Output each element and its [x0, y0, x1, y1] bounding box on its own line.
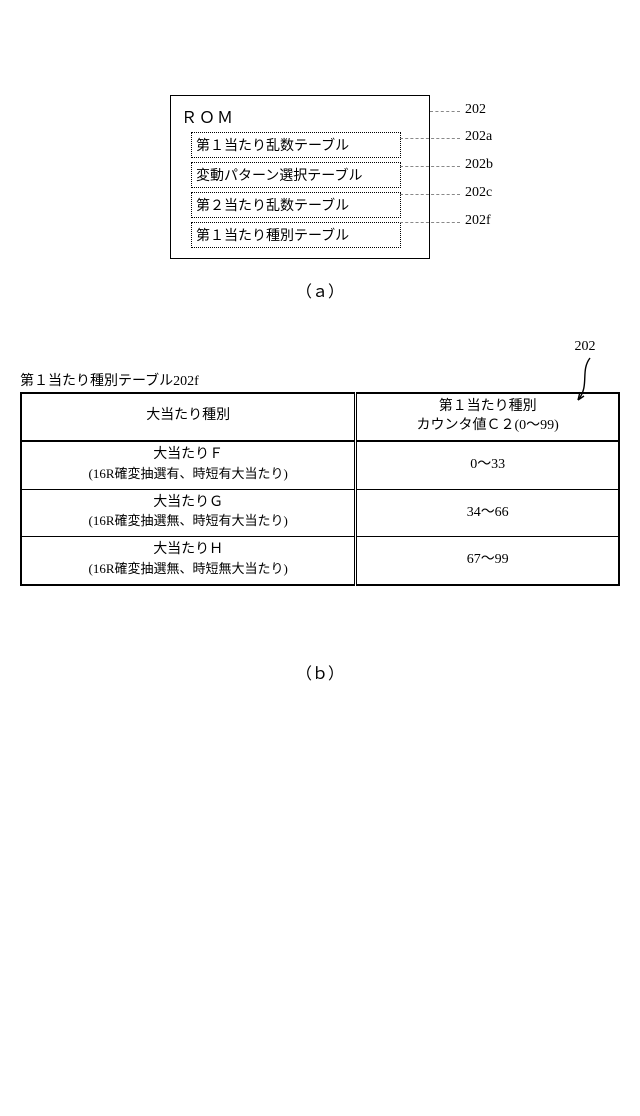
header-type: 大当たり種別 — [21, 393, 356, 441]
caption-a: （ａ） — [0, 278, 640, 302]
type-table-title: 第１当たり種別テーブル202f — [20, 370, 620, 390]
rom-item-2: 第２当たり乱数テーブル — [191, 192, 401, 218]
rom-item-1: 変動パターン選択テーブル — [191, 162, 401, 188]
row0-name: 大当たりＦ — [153, 447, 223, 462]
header-counter-line2: カウンタ値Ｃ２(0～99) — [417, 418, 559, 433]
row2-name: 大当たりＨ — [153, 542, 223, 557]
ref-202: 202 — [465, 102, 486, 118]
ref-202c: 202c — [465, 185, 492, 201]
leader-line — [400, 194, 460, 195]
rom-title: ＲＯＭ — [181, 104, 419, 128]
header-counter: 第１当たり種別 カウンタ値Ｃ２(0～99) — [356, 393, 619, 441]
row1-name: 大当たりＧ — [153, 495, 223, 510]
rom-item-3: 第１当たり種別テーブル — [191, 222, 401, 248]
ref-202f: 202f — [465, 213, 491, 229]
rom-figure: ＲＯＭ 第１当たり乱数テーブル 変動パターン選択テーブル 第２当たり乱数テーブル… — [170, 95, 430, 259]
row1-type: 大当たりＧ (16R確変抽選無、時短有大当たり) — [21, 489, 356, 537]
rom-item-0: 第１当たり乱数テーブル — [191, 132, 401, 158]
row1-range: 34～66 — [356, 489, 619, 537]
row2-type: 大当たりＨ (16R確変抽選無、時短無大当たり) — [21, 537, 356, 585]
leader-line — [400, 166, 460, 167]
type-table: 大当たり種別 第１当たり種別 カウンタ値Ｃ２(0～99) 大当たりＦ (16R確… — [20, 392, 620, 586]
leader-line — [400, 138, 460, 139]
caption-b: （ｂ） — [0, 660, 640, 684]
ref-202a: 202a — [465, 129, 492, 145]
header-counter-line1: 第１当たり種別 — [439, 399, 537, 414]
row2-desc: (16R確変抽選無、時短無大当たり) — [89, 561, 288, 576]
table-row: 大当たりＨ (16R確変抽選無、時短無大当たり) 67～99 — [21, 537, 619, 585]
table-row: 大当たりＦ (16R確変抽選有、時短有大当たり) 0～33 — [21, 441, 619, 489]
row0-type: 大当たりＦ (16R確変抽選有、時短有大当たり) — [21, 441, 356, 489]
row1-desc: (16R確変抽選無、時短有大当たり) — [89, 513, 288, 528]
rom-box: ＲＯＭ 第１当たり乱数テーブル 変動パターン選択テーブル 第２当たり乱数テーブル… — [170, 95, 430, 259]
table-row: 大当たりＧ (16R確変抽選無、時短有大当たり) 34～66 — [21, 489, 619, 537]
pointer-202-label: 202 — [575, 339, 596, 354]
type-table-figure: 第１当たり種別テーブル202f 大当たり種別 第１当たり種別 カウンタ値Ｃ２(0… — [20, 370, 620, 586]
row0-range: 0～33 — [356, 441, 619, 489]
ref-202b: 202b — [465, 157, 493, 173]
leader-line — [430, 111, 460, 112]
row2-range: 67～99 — [356, 537, 619, 585]
table-header-row: 大当たり種別 第１当たり種別 カウンタ値Ｃ２(0～99) — [21, 393, 619, 441]
row0-desc: (16R確変抽選有、時短有大当たり) — [89, 466, 288, 481]
leader-line — [400, 222, 460, 223]
